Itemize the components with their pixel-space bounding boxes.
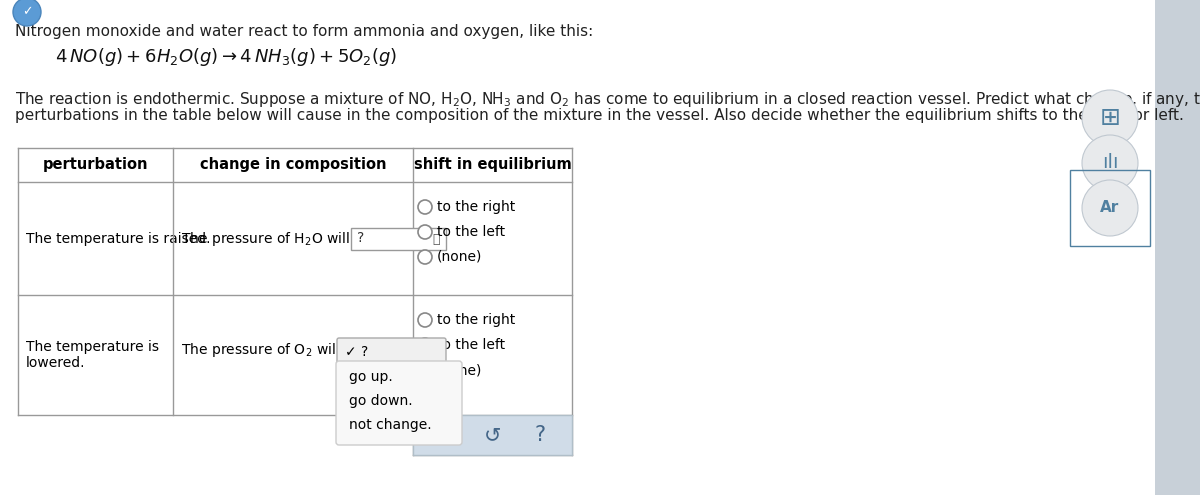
FancyBboxPatch shape — [337, 338, 446, 366]
Text: ılı: ılı — [1102, 153, 1118, 172]
Text: ⌵: ⌵ — [432, 233, 439, 246]
Text: ?: ? — [534, 425, 546, 445]
Text: The pressure of H$_2$O will: The pressure of H$_2$O will — [181, 230, 350, 248]
Text: (none): (none) — [437, 250, 482, 264]
Text: to the right: to the right — [437, 313, 515, 327]
Circle shape — [418, 363, 432, 377]
Circle shape — [418, 225, 432, 239]
Text: go down.: go down. — [349, 394, 413, 408]
Text: ✓: ✓ — [22, 5, 32, 18]
Bar — [352, 228, 446, 249]
Text: perturbations in the table below will cause in the composition of the mixture in: perturbations in the table below will ca… — [14, 108, 1184, 123]
Text: $\mathit{4\,NO(g)+6H_2O(g)\rightarrow 4\,NH_3(g)+5O_2(g)}$: $\mathit{4\,NO(g)+6H_2O(g)\rightarrow 4\… — [55, 46, 397, 68]
Text: ⊞: ⊞ — [1099, 106, 1121, 130]
Circle shape — [1082, 180, 1138, 236]
Text: not change.: not change. — [349, 418, 432, 432]
Circle shape — [418, 250, 432, 264]
Text: The temperature is: The temperature is — [26, 340, 158, 354]
Text: shift in equilibrium: shift in equilibrium — [414, 157, 571, 172]
Text: Nitrogen monoxide and water react to form ammonia and oxygen, like this:: Nitrogen monoxide and water react to for… — [14, 24, 593, 39]
Text: ✓ ?: ✓ ? — [346, 345, 368, 359]
Text: change in composition: change in composition — [199, 157, 386, 172]
FancyBboxPatch shape — [336, 361, 462, 445]
Circle shape — [1082, 135, 1138, 191]
Circle shape — [418, 338, 432, 352]
Text: go up.: go up. — [349, 370, 392, 384]
Text: The pressure of O$_2$ will: The pressure of O$_2$ will — [181, 341, 340, 359]
Text: The reaction is endothermic. Suppose a mixture of NO, H$_2$O, NH$_3$ and O$_2$ h: The reaction is endothermic. Suppose a m… — [14, 90, 1200, 109]
Text: ?: ? — [358, 232, 365, 246]
Text: to the left: to the left — [437, 338, 505, 352]
Text: perturbation: perturbation — [43, 157, 149, 172]
Circle shape — [418, 313, 432, 327]
Circle shape — [418, 200, 432, 214]
Circle shape — [1082, 90, 1138, 146]
Bar — [413, 415, 572, 455]
Text: ×: × — [439, 425, 457, 445]
Text: Ar: Ar — [1100, 200, 1120, 215]
Text: The temperature is raised.: The temperature is raised. — [26, 232, 210, 246]
Text: lowered.: lowered. — [26, 356, 85, 370]
Bar — [1154, 0, 1200, 495]
Text: (none): (none) — [437, 363, 482, 377]
Circle shape — [13, 0, 41, 26]
Text: to the right: to the right — [437, 200, 515, 214]
Text: to the left: to the left — [437, 225, 505, 239]
Text: ↺: ↺ — [485, 425, 502, 445]
